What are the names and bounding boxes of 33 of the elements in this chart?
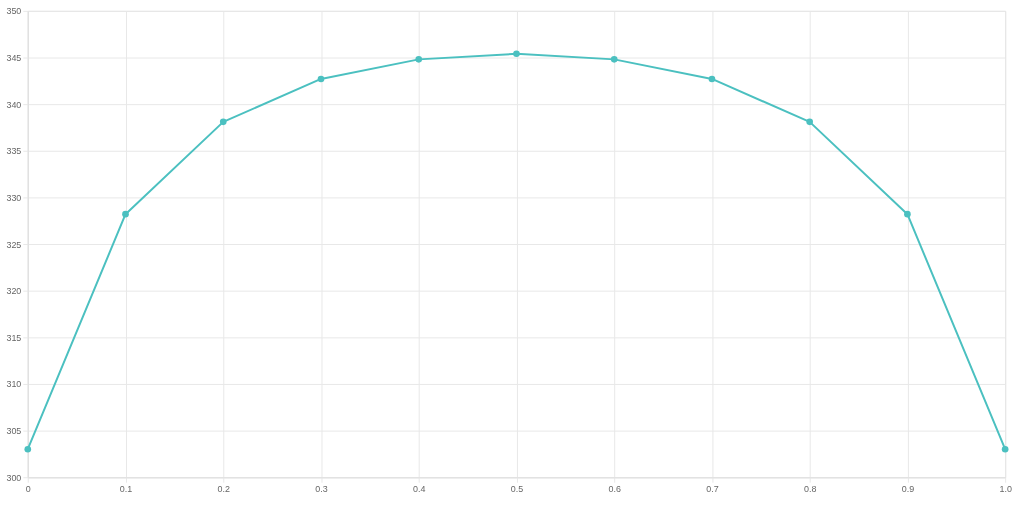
point <box>317 75 325 83</box>
y-tick-label: 315 <box>6 332 22 343</box>
x-tick-label: 0.6 <box>608 483 621 494</box>
y-tick-label: 340 <box>6 99 22 110</box>
x-tick-label: 0.2 <box>217 483 230 494</box>
x-tick-label: 1.0 <box>999 483 1012 494</box>
y-tick-label: 350 <box>6 6 22 17</box>
y-tick-label: 335 <box>6 146 22 157</box>
y-tick-label: 325 <box>6 239 22 250</box>
point <box>806 118 813 126</box>
x-tick-label: 0.4 <box>413 483 426 494</box>
x-tick-label: 0.7 <box>706 483 719 494</box>
point <box>904 210 911 218</box>
point <box>415 56 423 63</box>
y-tick-label: 300 <box>6 472 22 483</box>
point <box>24 445 32 453</box>
x-tick-label: 0.5 <box>510 483 524 494</box>
y-tick-label: 305 <box>6 426 22 437</box>
point <box>610 56 618 63</box>
x-tick-label: 0 <box>25 483 31 494</box>
y-tick-label: 310 <box>6 379 22 390</box>
point <box>708 75 716 83</box>
point <box>122 210 129 218</box>
x-tick-label: 0.8 <box>803 483 817 494</box>
x-tick-label: 0.1 <box>119 483 133 494</box>
x-tick-label: 0.9 <box>901 483 915 494</box>
point <box>219 118 227 126</box>
point <box>1001 445 1009 453</box>
y-tick-label: 330 <box>6 192 22 203</box>
point <box>513 50 520 58</box>
y-tick-label: 345 <box>6 52 22 63</box>
y-tick-label: 320 <box>6 286 22 297</box>
x-tick-label: 0.3 <box>315 483 328 494</box>
